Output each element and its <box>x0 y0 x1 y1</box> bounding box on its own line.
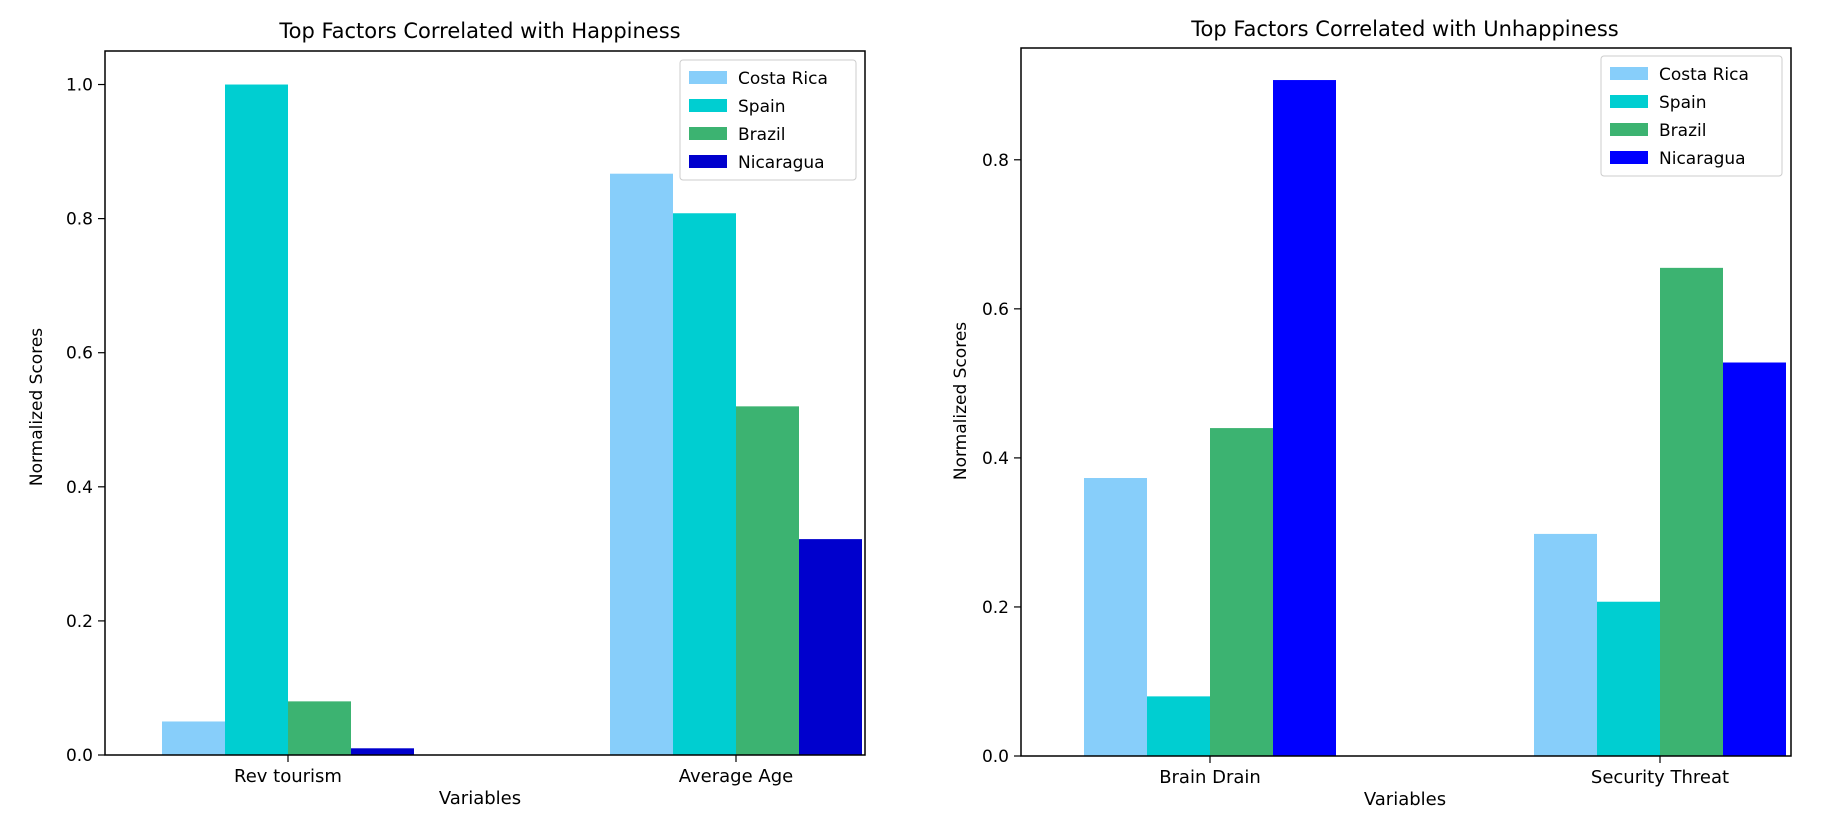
legend-box <box>1600 55 1783 177</box>
bar <box>1597 601 1660 756</box>
bar <box>351 748 414 755</box>
y-tick-label: 0.2 <box>982 598 1009 618</box>
y-tick-label: 0.2 <box>66 612 93 632</box>
y-tick-label: 0.6 <box>66 344 93 364</box>
y-tick-label: 0.8 <box>982 151 1009 171</box>
legend-swatch <box>1610 151 1648 164</box>
legend-swatch <box>1610 67 1648 80</box>
y-tick-label: 0.0 <box>982 747 1009 767</box>
bar <box>1660 267 1723 756</box>
chart-happiness: Top Factors Correlated with Happiness 0.… <box>27 19 866 809</box>
legend-label: Spain <box>738 97 786 117</box>
bar <box>736 406 799 755</box>
y-axis-label: Normalized Scores <box>27 328 47 486</box>
legend-swatch <box>1610 95 1648 108</box>
y-tick-label: 0.4 <box>66 478 93 498</box>
bar <box>610 173 673 755</box>
y-tick-label: 0.4 <box>982 449 1009 469</box>
legend-label: Costa Rica <box>1659 65 1749 85</box>
bar <box>1084 478 1147 756</box>
x-axis-label: Variables <box>439 788 521 809</box>
y-tick-label: 0.6 <box>982 300 1009 320</box>
chart-unhappiness: Top Factors Correlated with Unhappiness … <box>951 17 1792 810</box>
legend-label: Brazil <box>1659 121 1706 141</box>
bar <box>162 721 225 755</box>
bar <box>225 84 288 756</box>
legend-label: Costa Rica <box>738 69 828 89</box>
plot-area: 0.0 0.2 0.4 0.6 0.8 1.0 Rev tourism Average Age… <box>66 50 866 787</box>
bar <box>673 213 736 755</box>
x-tick-label: Brain Drain <box>1159 767 1261 788</box>
bar <box>1147 696 1210 756</box>
axes-frame <box>1020 47 1792 757</box>
legend-swatch <box>689 99 727 112</box>
bar <box>1534 533 1597 756</box>
chart-title: Top Factors Correlated with Happiness <box>278 19 680 43</box>
legend-label: Brazil <box>738 125 785 145</box>
legend-swatch <box>689 155 727 168</box>
legend: Costa Rica Spain Brazil Nicaragua <box>679 59 857 181</box>
x-tick-label: Average Age <box>679 766 793 787</box>
y-axis-label: Normalized Scores <box>951 322 971 480</box>
legend: Costa Rica Spain Brazil Nicaragua <box>1600 55 1783 177</box>
legend-box <box>679 59 857 181</box>
chart-title: Top Factors Correlated with Unhappiness <box>1190 17 1618 41</box>
x-tick-label: Security Threat <box>1591 767 1729 788</box>
plot-area: 0.0 0.2 0.4 0.6 0.8 Brain Drain Security Threa… <box>982 47 1792 788</box>
y-tick-label: 0.8 <box>66 210 93 230</box>
y-tick-label: 0.0 <box>66 746 93 766</box>
axes-frame <box>104 50 866 756</box>
legend-label: Spain <box>1659 93 1707 113</box>
bar <box>288 701 351 755</box>
x-axis-label: Variables <box>1364 789 1446 810</box>
legend-swatch <box>689 127 727 140</box>
bar <box>799 539 862 755</box>
legend-label: Nicaragua <box>738 153 825 173</box>
legend-label: Nicaragua <box>1659 149 1746 169</box>
bar <box>1273 80 1336 756</box>
y-tick-label: 1.0 <box>66 76 93 96</box>
bar <box>1210 428 1273 756</box>
bar <box>1723 362 1786 756</box>
legend-swatch <box>1610 123 1648 136</box>
legend-swatch <box>689 71 727 84</box>
x-tick-label: Rev tourism <box>234 766 342 787</box>
